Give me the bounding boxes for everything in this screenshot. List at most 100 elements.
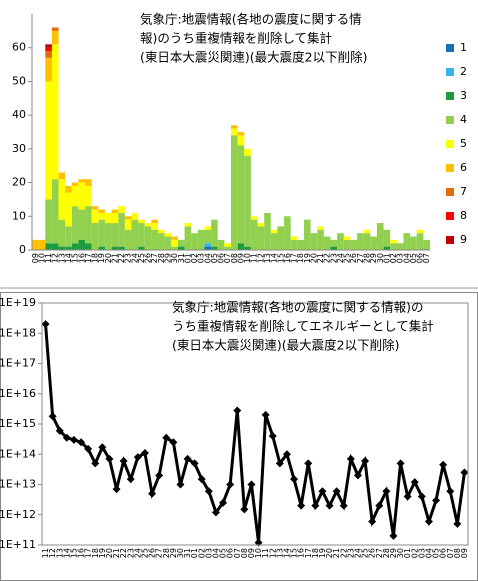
x-tick-label: 21 [110, 253, 119, 263]
x-tick-label: 23 [124, 253, 133, 263]
bar-segment [58, 179, 66, 220]
bar-segment [85, 185, 92, 207]
marker [69, 435, 78, 444]
x-tick-label: 28 [382, 548, 391, 558]
legend-swatch [446, 68, 454, 76]
legend-label: 1 [460, 41, 467, 54]
bar-segment [32, 239, 39, 250]
x-tick-label: 15 [69, 548, 78, 558]
y-tick-label: 0 [19, 243, 26, 256]
y-tick-label: 30 [12, 142, 26, 155]
marker [98, 443, 107, 452]
bar-segment [257, 223, 265, 227]
x-tick-label: 10 [243, 253, 252, 263]
marker [382, 487, 391, 496]
bar-segment [390, 243, 397, 250]
x-tick-label: 18 [311, 548, 320, 558]
bar-segment [138, 223, 145, 247]
bar-segment [317, 226, 324, 230]
bar-segment [118, 206, 125, 213]
marker [126, 475, 135, 484]
bar-segment [184, 226, 192, 250]
marker [318, 487, 327, 496]
marker [346, 454, 355, 463]
marker [453, 519, 462, 528]
bar-segment [111, 212, 119, 224]
bar-segment [204, 226, 212, 230]
bar-segment [111, 223, 119, 247]
x-tick-label: 25 [361, 548, 370, 558]
bar-segment [144, 223, 152, 227]
x-tick-label: 07 [233, 548, 242, 558]
x-tick-label: 12 [268, 548, 277, 558]
x-tick-label: 11 [261, 548, 270, 558]
bar-segment [330, 246, 338, 250]
bar-segment [51, 27, 59, 31]
bar-segment [45, 44, 52, 48]
bar-segment [191, 233, 198, 250]
bar-segment [138, 219, 145, 224]
x-tick-label: 30 [170, 253, 179, 263]
marker [339, 501, 348, 510]
legend-label: 6 [460, 161, 467, 174]
x-tick-label: 28 [162, 548, 171, 558]
x-tick-label: 25 [137, 253, 146, 263]
bar-segment [171, 246, 178, 250]
legend-label: 2 [460, 65, 467, 78]
y-tick-label: 1E+15 [0, 417, 36, 430]
x-tick-label: 02 [410, 548, 419, 558]
bar-segment [104, 212, 112, 224]
legend-label: 3 [460, 89, 467, 102]
y-tick-label: 1E+16 [0, 387, 36, 400]
x-tick-label: 20 [104, 253, 113, 263]
x-tick-label: 22 [323, 253, 332, 263]
marker [62, 433, 71, 442]
bar-segment [164, 236, 172, 250]
bar-segment [98, 246, 105, 250]
marker [353, 471, 362, 480]
bar-segment [383, 229, 391, 247]
x-tick-label: 14 [282, 548, 291, 558]
bar-segment [343, 239, 351, 250]
x-tick-label: 30 [376, 253, 385, 263]
bar-segment [277, 226, 285, 250]
bar-segment [376, 223, 384, 250]
y-tick-label: 60 [12, 41, 26, 54]
chart-title: うち重複情報を削除してエネルギーとして集計 [172, 319, 434, 334]
bar-segment [244, 155, 251, 247]
bar-segment [184, 223, 192, 227]
chart-title: (東日本大震災関連)(最大震度2以下削除) [140, 50, 367, 65]
x-tick-label: 20 [105, 548, 114, 558]
bar-segment [171, 239, 178, 247]
bar-segment [410, 236, 417, 250]
marker [361, 456, 370, 465]
x-tick-label: 22 [119, 548, 128, 558]
x-tick-label: 08 [240, 548, 249, 558]
marker [247, 480, 256, 489]
x-tick-label: 02 [197, 548, 206, 558]
y-tick-label: 50 [12, 74, 26, 87]
bar-segment [403, 233, 411, 250]
x-tick-label: 19 [97, 253, 106, 263]
marker [304, 459, 313, 468]
x-tick-label: 09 [31, 253, 40, 263]
x-tick-label: 22 [339, 548, 348, 558]
bar-segment [45, 47, 52, 52]
legend-label: 7 [460, 185, 467, 198]
marker [183, 454, 192, 463]
x-tick-label: 09 [460, 548, 469, 558]
bar-segment [164, 233, 172, 237]
bar-segment [111, 246, 119, 250]
bar-segment [237, 135, 245, 146]
marker [233, 406, 242, 415]
marker [432, 496, 441, 505]
marker [389, 531, 398, 540]
marker [55, 426, 64, 435]
x-tick-label: 29 [369, 253, 378, 263]
legend-swatch [446, 164, 454, 172]
x-tick-label: 16 [297, 548, 306, 558]
y-tick-label: 10 [12, 209, 26, 222]
chart-title: 気象庁:地震情報(各地の震度に関する情報)の [172, 300, 423, 315]
bar-segment [58, 172, 66, 180]
marker [368, 517, 377, 526]
